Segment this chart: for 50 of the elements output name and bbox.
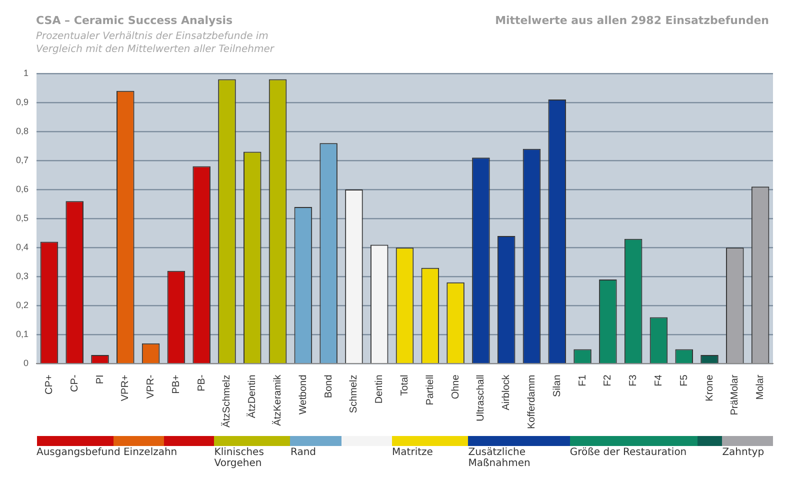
chart-title: CSA – Ceramic Success Analysis [36, 14, 233, 27]
x-tick-label: Silan [552, 374, 563, 397]
x-tick-label: VPR+ [120, 374, 132, 402]
x-tick-label: ÄtzSchmelz [220, 374, 233, 428]
x-tick-label: Total [400, 374, 411, 396]
text: Zusätzliche Maßnahmen [468, 447, 532, 469]
text: Rand [290, 447, 316, 458]
x-tick-label: ÄtzKeramik [272, 374, 284, 426]
text: Mittelwerte aus allen 2982 Einsatzbefunden [495, 14, 769, 27]
text: Zahntyp [722, 447, 764, 458]
x-tick-label: CP+ [44, 374, 55, 394]
x-tick-label: Wetbond [298, 374, 309, 415]
y-tick-label: 1 [23, 68, 29, 78]
text: Ausgangsbefund Einzelzahn [36, 447, 178, 458]
y-tick-label: 0,7 [16, 154, 29, 165]
x-tick-label: Ultraschall [476, 374, 487, 422]
y-tick-label: 0,2 [16, 300, 29, 310]
x-tick-label: Kofferdamm [526, 374, 538, 430]
y-tick-label: 0,1 [16, 329, 29, 340]
y-tick-label: 0,8 [16, 126, 29, 136]
chart-subtitle: Prozentualer Verhältnis der Einsatzbefunde im Vergleich mit den Mittelwerten aller Teilnehmer [36, 30, 276, 56]
y-tick-label: 0,3 [16, 271, 29, 282]
x-tick-label: Ohne [450, 374, 462, 400]
x-tick-label: Krone [704, 374, 716, 402]
x-tick-label: VPR- [146, 374, 157, 399]
text: Matritze [392, 447, 433, 458]
text: Größe der Restauration [570, 447, 687, 458]
x-tick-label: ÄtzDentin [246, 374, 258, 418]
y-tick-label: 0,4 [16, 242, 29, 252]
x-tick-label: F1 [577, 374, 588, 386]
x-tick-label: F2 [602, 374, 614, 386]
x-tick-label: F5 [678, 374, 690, 386]
x-tick-label: Bond [323, 374, 334, 398]
y-tick-label: 0,5 [16, 213, 29, 224]
x-tick-label: Airblock [501, 374, 512, 410]
x-tick-label: Molar [755, 374, 766, 400]
x-tick-label: CP- [69, 374, 80, 392]
x-tick-label: F4 [653, 374, 664, 386]
y-tick-label: 0,9 [16, 96, 29, 107]
y-tick-label: 0 [23, 358, 29, 368]
x-tick-label: Partiell [424, 374, 436, 406]
x-tick-label: PräMolar [730, 374, 741, 416]
text: Klinisches Vorgehen [214, 447, 265, 469]
x-tick-label: Schmelz [348, 374, 360, 414]
x-tick-label: Dentin [374, 374, 386, 404]
x-tick-label: F3 [628, 374, 640, 386]
x-tick-label: PI [94, 374, 106, 384]
x-tick-label: PB- [196, 374, 208, 392]
y-tick-label: 0,6 [16, 184, 29, 194]
x-tick-label: PB+ [170, 374, 182, 394]
